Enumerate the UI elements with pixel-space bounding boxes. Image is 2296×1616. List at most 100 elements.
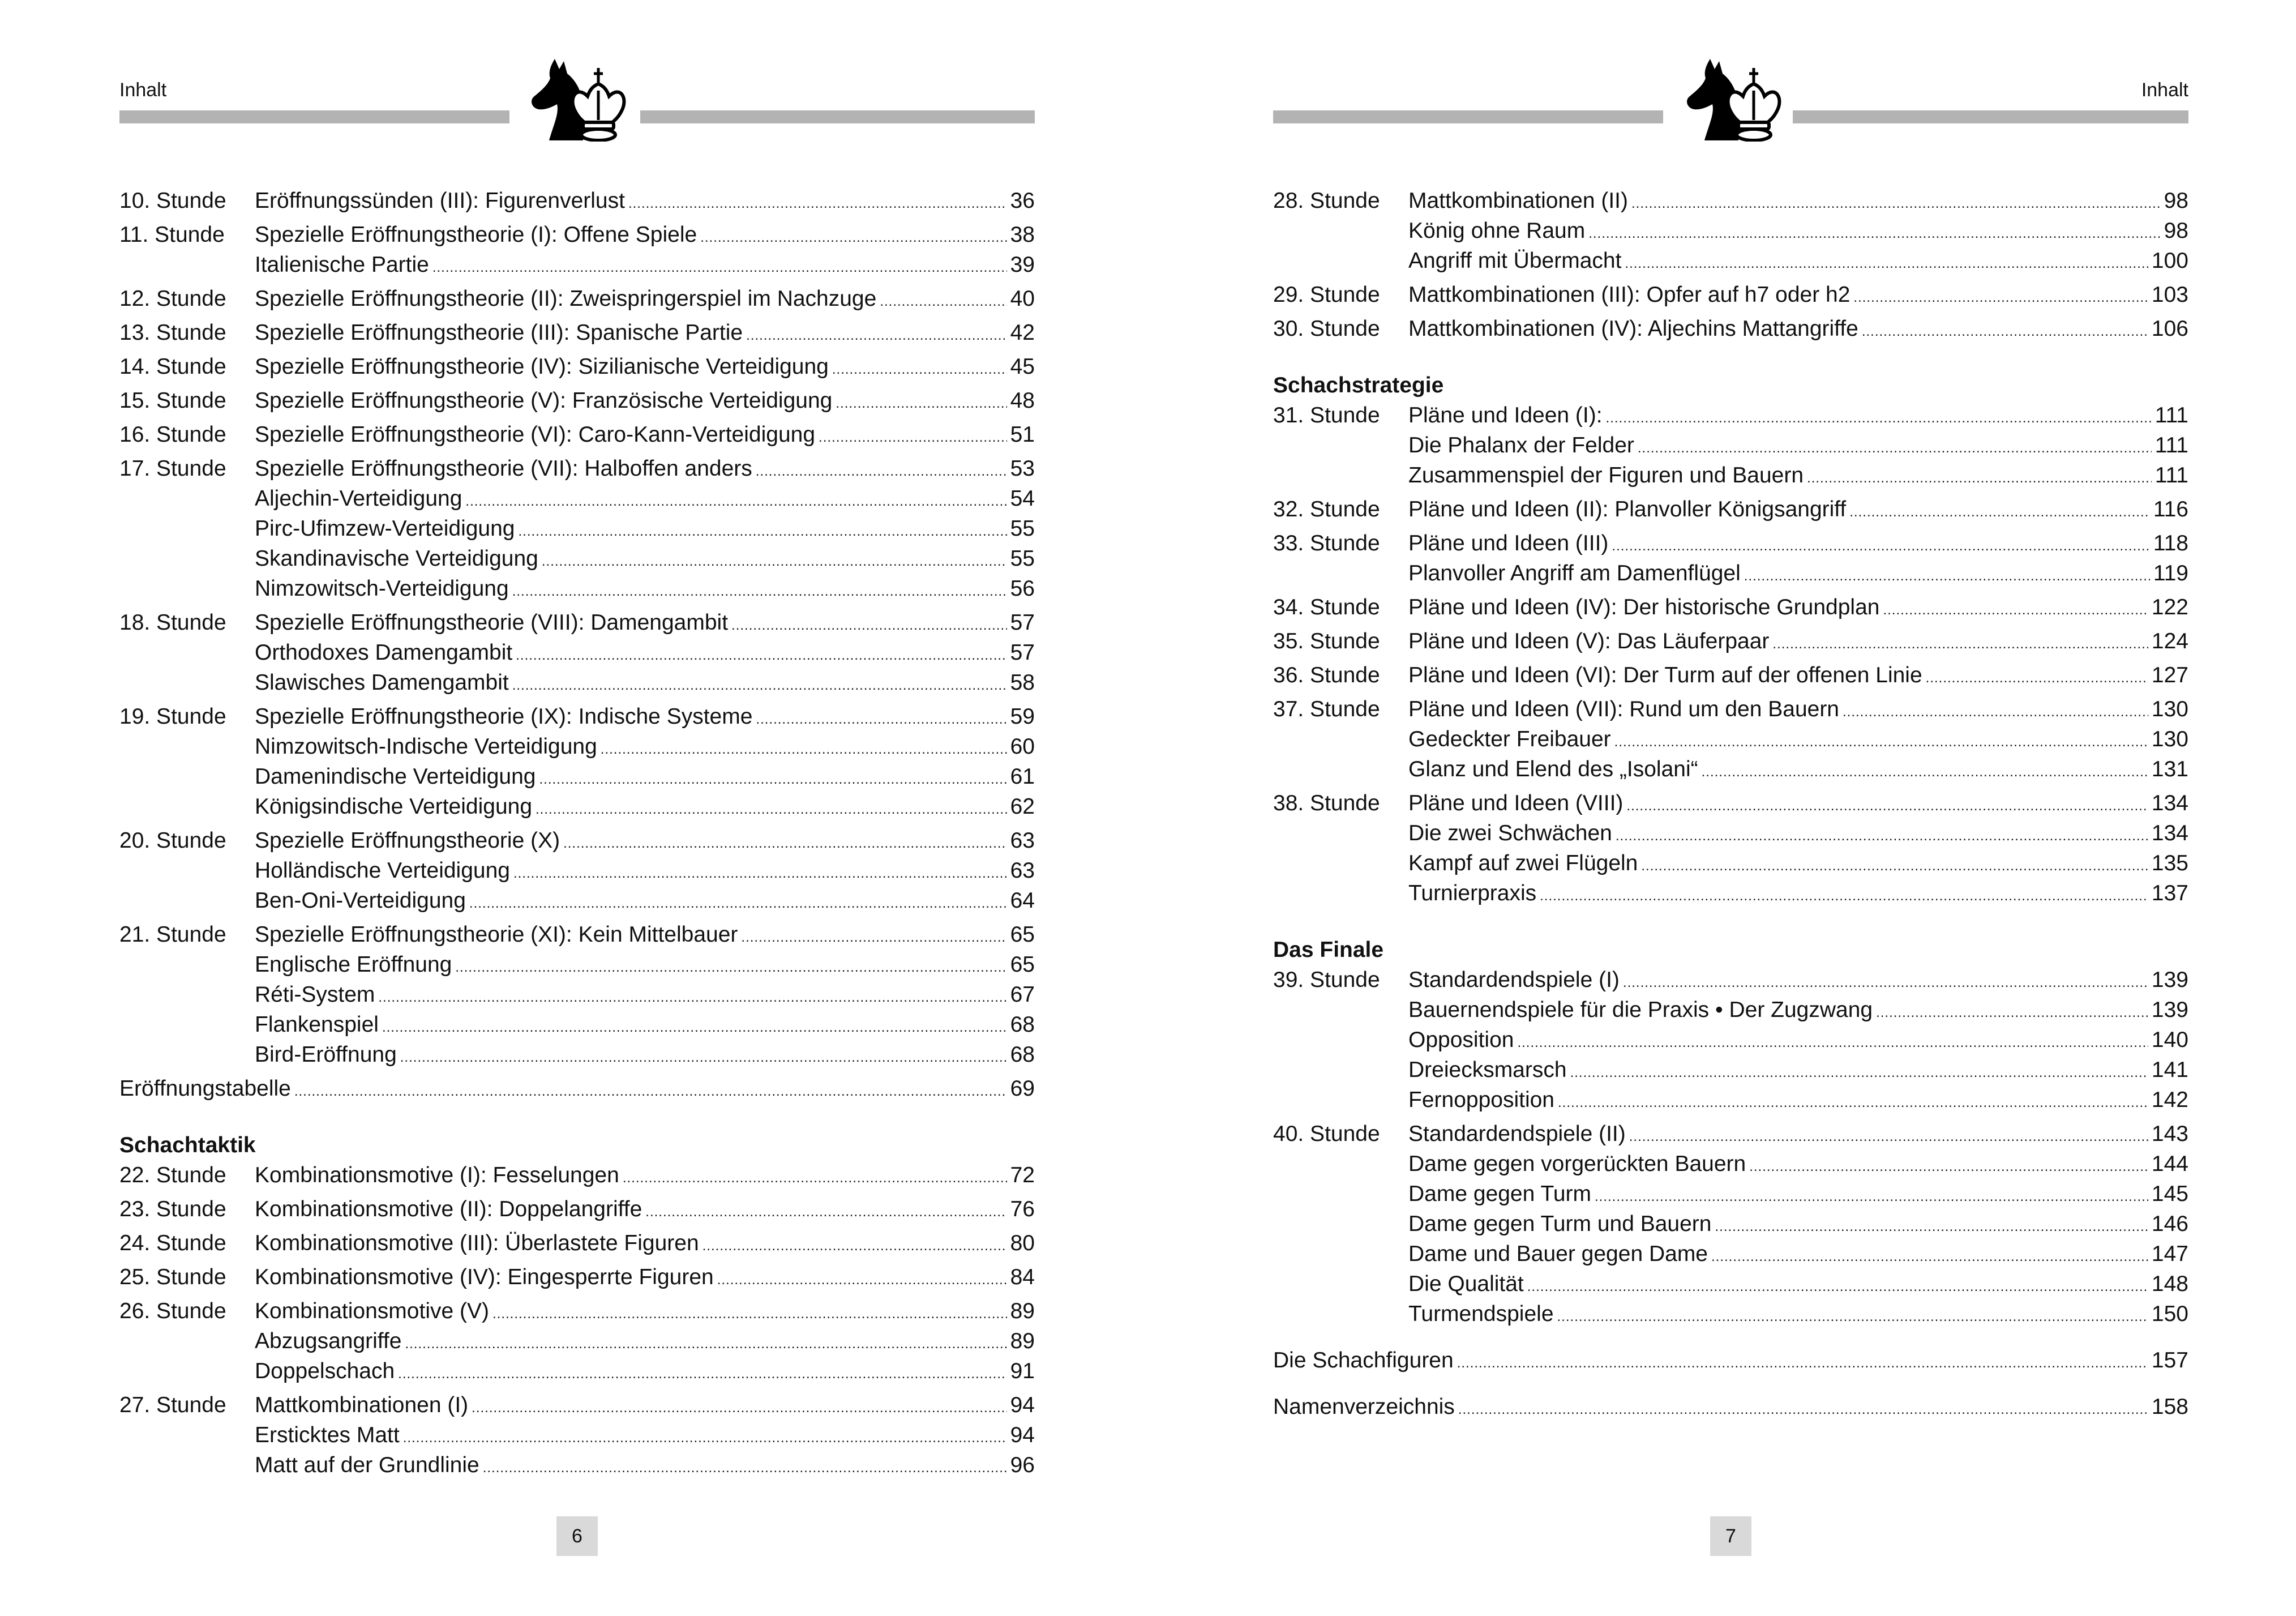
toc-entry[interactable]: 18. Stunde Spezielle Eröffnungstheorie (V… bbox=[119, 608, 1035, 638]
toc-entry[interactable]: 39. Stunde Standardendspiele (I) 139 bbox=[1273, 965, 2188, 995]
lesson-number: 25. Stunde bbox=[119, 1265, 226, 1289]
toc-entry[interactable]: Abzugsangriffe 89 bbox=[119, 1326, 1035, 1356]
toc-entry[interactable]: Dame gegen Turm und Bauern 146 bbox=[1273, 1209, 2188, 1239]
toc-entry[interactable]: 10. Stunde Eröffnungssünden (III): Figure… bbox=[119, 186, 1035, 216]
toc-entry[interactable]: Zusammenspiel der Figuren und Bauern 111 bbox=[1273, 460, 2188, 490]
toc-entry[interactable]: Skandinavische Verteidigung 55 bbox=[119, 544, 1035, 574]
toc-entry[interactable]: Dreiecksmarsch 141 bbox=[1273, 1055, 2188, 1085]
toc-entry[interactable]: Turmendspiele 150 bbox=[1273, 1299, 2188, 1329]
toc-entry[interactable]: Ersticktes Matt 94 bbox=[119, 1420, 1035, 1450]
toc-entry[interactable]: 20. Stunde Spezielle Eröffnungstheorie (X… bbox=[119, 826, 1035, 856]
toc-entry[interactable]: Dame gegen vorgerückten Bauern 144 bbox=[1273, 1149, 2188, 1179]
entry-page-number: 84 bbox=[1010, 1265, 1035, 1289]
dot-leader bbox=[1926, 663, 2148, 693]
toc-entry[interactable]: Die Qualität 148 bbox=[1273, 1269, 2188, 1299]
toc-entry[interactable]: Dame gegen Turm 145 bbox=[1273, 1179, 2188, 1209]
toc-entry[interactable]: 37. Stunde Pläne und Ideen (VII): Rund um… bbox=[1273, 694, 2188, 724]
toc-entry[interactable]: Königsindische Verteidigung 62 bbox=[119, 792, 1035, 822]
toc-entry[interactable]: Damenindische Verteidigung 61 bbox=[119, 762, 1035, 792]
dot-leader bbox=[400, 1042, 1007, 1072]
toc-entry[interactable]: 29. Stunde Mattkombinationen (III): Opfer… bbox=[1273, 280, 2188, 310]
toc-entry[interactable]: 17. Stunde Spezielle Eröffnungstheorie (V… bbox=[119, 454, 1035, 484]
toc-entry[interactable]: Namenverzeichnis 158 bbox=[1273, 1392, 2188, 1422]
toc-entry[interactable]: 26. Stunde Kombinationsmotive (V) 89 bbox=[119, 1296, 1035, 1326]
dot-leader bbox=[1616, 821, 2148, 851]
toc-entry[interactable]: Flankenspiel 68 bbox=[119, 1010, 1035, 1040]
entry-page-number: 62 bbox=[1010, 794, 1035, 819]
toc-entry[interactable]: Kampf auf zwei Flügeln 135 bbox=[1273, 848, 2188, 878]
entry-page-number: 111 bbox=[2154, 403, 2188, 427]
toc-entry[interactable]: 40. Stunde Standardendspiele (II) 143 bbox=[1273, 1119, 2188, 1149]
toc-entry[interactable]: Orthodoxes Damengambit 57 bbox=[119, 638, 1035, 668]
toc-entry[interactable]: Bauernendspiele für die Praxis • Der Zug… bbox=[1273, 995, 2188, 1025]
toc-entry[interactable]: Die Phalanx der Felder 111 bbox=[1273, 430, 2188, 460]
toc-entry[interactable]: Englische Eröffnung 65 bbox=[119, 950, 1035, 980]
toc-entry[interactable]: Planvoller Angriff am Damenflügel 119 bbox=[1273, 558, 2188, 588]
toc-entry[interactable]: 16. Stunde Spezielle Eröffnungstheorie (V… bbox=[119, 420, 1035, 450]
toc-entry[interactable]: Ben-Oni-Verteidigung 64 bbox=[119, 886, 1035, 916]
toc-entry[interactable]: Doppelschach 91 bbox=[119, 1356, 1035, 1386]
toc-group: Das Finale 39. Stunde Standardendspiele (I… bbox=[1273, 935, 2188, 1329]
chess-knight-and-king-icon bbox=[1675, 57, 1788, 142]
lesson-number: 21. Stunde bbox=[119, 922, 226, 947]
toc-entry[interactable]: Die Schachfiguren 157 bbox=[1273, 1345, 2188, 1375]
toc-entry[interactable]: Italienische Partie 39 bbox=[119, 250, 1035, 280]
toc-entry[interactable]: Holländische Verteidigung 63 bbox=[119, 856, 1035, 886]
toc-entry[interactable]: 14. Stunde Spezielle Eröffnungstheorie (I… bbox=[119, 352, 1035, 382]
toc-entry[interactable]: Opposition 140 bbox=[1273, 1025, 2188, 1055]
toc-entry[interactable]: Réti-System 67 bbox=[119, 980, 1035, 1010]
toc-entry[interactable]: 27. Stunde Mattkombinationen (I) 94 bbox=[119, 1390, 1035, 1420]
toc-entry[interactable]: 28. Stunde Mattkombinationen (II) 98 bbox=[1273, 186, 2188, 216]
toc-entry[interactable]: 30. Stunde Mattkombinationen (IV): Aljech… bbox=[1273, 314, 2188, 344]
toc-entry[interactable]: Aljechin-Verteidigung 54 bbox=[119, 484, 1035, 514]
toc-entry[interactable]: 25. Stunde Kombinationsmotive (IV): Einge… bbox=[119, 1262, 1035, 1292]
entry-page-number: 124 bbox=[2151, 629, 2188, 653]
entry-page-number: 45 bbox=[1010, 354, 1035, 379]
toc-entry[interactable]: Fernopposition 142 bbox=[1273, 1085, 2188, 1115]
toc-entry[interactable]: Die zwei Schwächen 134 bbox=[1273, 818, 2188, 848]
toc-entry[interactable]: 34. Stunde Pläne und Ideen (IV): Der hist… bbox=[1273, 592, 2188, 622]
toc-entry[interactable]: Nimzowitsch-Verteidigung 56 bbox=[119, 574, 1035, 604]
toc-entry[interactable]: 21. Stunde Spezielle Eröffnungstheorie (X… bbox=[119, 920, 1035, 950]
entry-title: Spezielle Eröffnungstheorie (VII): Halbo… bbox=[255, 456, 752, 481]
toc-entry[interactable]: Pirc-Ufimzew-Verteidigung 55 bbox=[119, 514, 1035, 544]
dot-leader bbox=[483, 1453, 1007, 1483]
entry-page-number: 144 bbox=[2151, 1152, 2188, 1176]
lesson-number: 33. Stunde bbox=[1273, 531, 1380, 555]
toc-entry[interactable]: Matt auf der Grundlinie 96 bbox=[119, 1450, 1035, 1480]
toc-entry[interactable]: Angriff mit Übermacht 100 bbox=[1273, 246, 2188, 276]
toc-entry[interactable]: 13. Stunde Spezielle Eröffnungstheorie (I… bbox=[119, 318, 1035, 348]
toc-entry[interactable]: 23. Stunde Kombinationsmotive (II): Doppe… bbox=[119, 1194, 1035, 1224]
lesson-number: 28. Stunde bbox=[1273, 189, 1380, 213]
dot-leader bbox=[1807, 463, 2152, 493]
toc-entry[interactable]: 11. Stunde Spezielle Eröffnungstheorie (I… bbox=[119, 220, 1035, 250]
entry-title: Nimzowitsch-Indische Verteidigung bbox=[255, 734, 597, 759]
toc-entry[interactable]: 22. Stunde Kombinationsmotive (I): Fessel… bbox=[119, 1160, 1035, 1190]
toc-entry[interactable]: Slawisches Damengambit 58 bbox=[119, 668, 1035, 698]
toc-entry[interactable]: Dame und Bauer gegen Dame 147 bbox=[1273, 1239, 2188, 1269]
toc-entry[interactable]: Eröffnungstabelle 69 bbox=[119, 1074, 1035, 1104]
entry-page-number: 135 bbox=[2151, 851, 2188, 875]
toc-entry[interactable]: 31. Stunde Pläne und Ideen (I): 111 bbox=[1273, 400, 2188, 430]
toc-entry[interactable]: Bird-Eröffnung 68 bbox=[119, 1040, 1035, 1070]
toc-entry[interactable]: 24. Stunde Kombinationsmotive (III): Über… bbox=[119, 1228, 1035, 1258]
toc-entry[interactable]: 35. Stunde Pläne und Ideen (V): Das Läufe… bbox=[1273, 626, 2188, 656]
entry-title: Pläne und Ideen (VII): Rund um den Bauer… bbox=[1408, 697, 1839, 721]
toc-entry[interactable]: 33. Stunde Pläne und Ideen (III) 118 bbox=[1273, 528, 2188, 558]
toc-entry[interactable]: Turnierpraxis 137 bbox=[1273, 878, 2188, 908]
toc-entry[interactable]: Gedeckter Freibauer 130 bbox=[1273, 724, 2188, 754]
toc-entry[interactable]: König ohne Raum 98 bbox=[1273, 216, 2188, 246]
toc-entry[interactable]: 32. Stunde Pläne und Ideen (II): Planvoll… bbox=[1273, 494, 2188, 524]
toc-entry[interactable]: Glanz und Elend des „Isolani“ 131 bbox=[1273, 754, 2188, 784]
entry-title: Namenverzeichnis bbox=[1273, 1395, 1455, 1419]
entry-title: Die Phalanx der Felder bbox=[1408, 433, 1634, 458]
entry-page-number: 36 bbox=[1010, 189, 1035, 213]
toc-entry[interactable]: 12. Stunde Spezielle Eröffnungstheorie (I… bbox=[119, 284, 1035, 314]
dot-leader bbox=[1595, 1182, 2148, 1212]
entry-page-number: 48 bbox=[1010, 388, 1035, 413]
toc-entry[interactable]: 38. Stunde Pläne und Ideen (VIII) 134 bbox=[1273, 788, 2188, 818]
toc-entry[interactable]: 19. Stunde Spezielle Eröffnungstheorie (I… bbox=[119, 702, 1035, 732]
toc-entry[interactable]: 36. Stunde Pläne und Ideen (VI): Der Turm… bbox=[1273, 660, 2188, 690]
toc-entry[interactable]: Nimzowitsch-Indische Verteidigung 60 bbox=[119, 732, 1035, 762]
toc-entry[interactable]: 15. Stunde Spezielle Eröffnungstheorie (V… bbox=[119, 386, 1035, 416]
